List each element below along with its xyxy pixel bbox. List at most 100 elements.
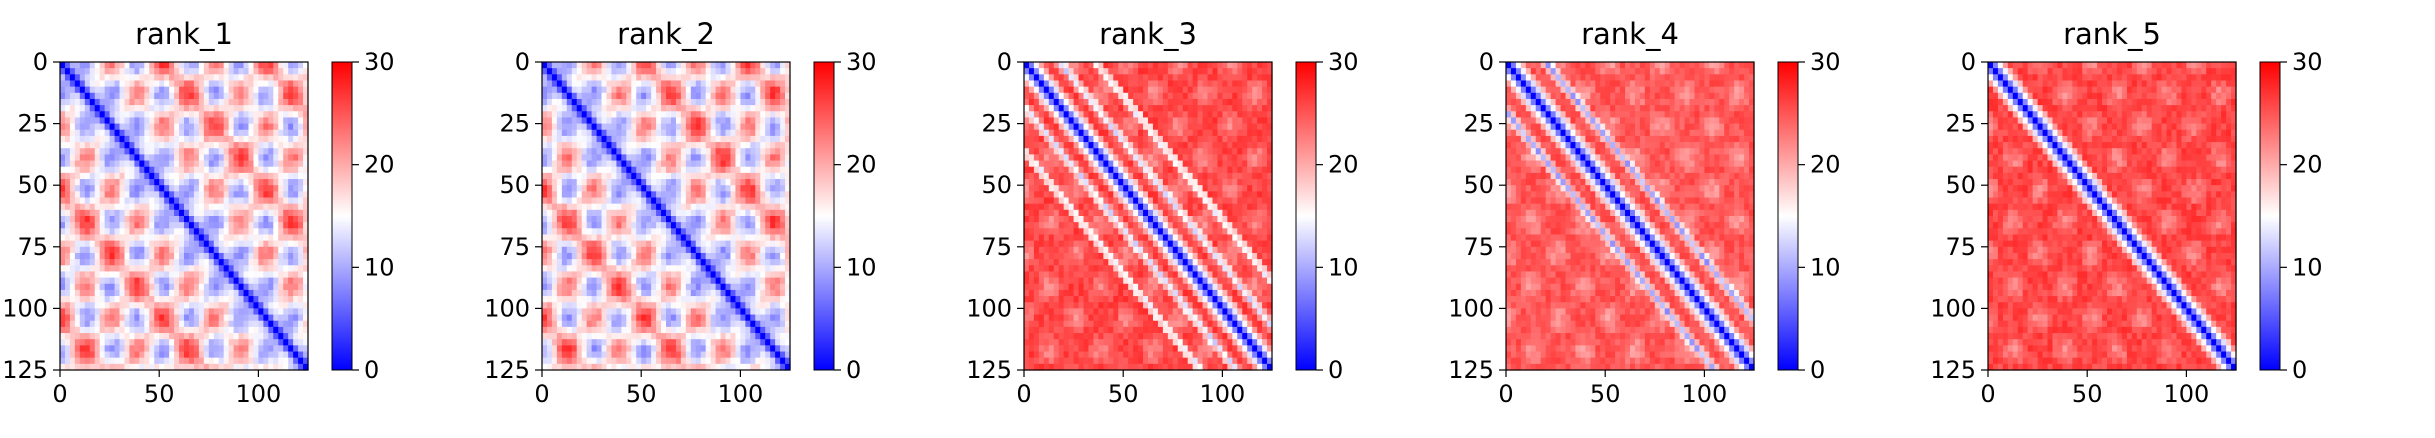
heatmap-cell	[680, 154, 687, 162]
heatmap-cell	[184, 142, 190, 149]
heatmap-cell	[680, 216, 687, 223]
heatmap-cell	[74, 197, 81, 205]
heatmap-cell	[159, 98, 165, 106]
heatmap-cell	[218, 142, 225, 149]
heatmap-cell	[208, 265, 215, 273]
heatmap-cell	[566, 339, 573, 346]
heatmap-cell	[740, 228, 746, 236]
heatmap-cell	[99, 203, 106, 211]
heatmap-cell	[785, 197, 791, 205]
heatmap-cell	[228, 296, 235, 303]
heatmap-cell	[198, 246, 205, 254]
heatmap-cell	[174, 154, 180, 162]
heatmap-cell	[164, 351, 170, 359]
heatmap-cell	[765, 314, 771, 322]
heatmap-cell	[248, 240, 255, 248]
heatmap-cell	[626, 240, 632, 248]
heatmap-cell	[89, 123, 96, 131]
heatmap-cell	[656, 320, 662, 328]
heatmap-cell	[755, 302, 761, 309]
heatmap-cell	[666, 302, 672, 309]
heatmap-cell	[154, 92, 160, 100]
heatmap-cell	[198, 74, 205, 82]
heatmap-cell	[680, 271, 687, 279]
heatmap-cell	[685, 216, 692, 223]
heatmap-cell	[621, 240, 627, 248]
heatmap-cell	[661, 246, 667, 254]
heatmap-cell	[198, 296, 205, 303]
heatmap-cell	[730, 252, 737, 260]
heatmap-cell	[69, 135, 76, 143]
heatmap-cell	[99, 252, 106, 260]
heatmap-cell	[680, 92, 687, 100]
heatmap-cell	[780, 357, 786, 365]
heatmap-cell	[566, 326, 573, 334]
heatmap-cell	[84, 142, 91, 149]
heatmap-cell	[670, 252, 677, 260]
heatmap-cell	[581, 240, 588, 248]
heatmap-cell	[715, 326, 722, 334]
heatmap-cell	[169, 289, 175, 297]
heatmap-cell	[129, 228, 135, 236]
heatmap-cell	[581, 283, 588, 291]
heatmap-cell	[129, 216, 135, 223]
heatmap-cell	[293, 154, 299, 162]
heatmap-cell	[99, 154, 106, 162]
heatmap-cell	[179, 160, 185, 168]
heatmap-cell	[542, 302, 548, 309]
heatmap-cell	[89, 154, 96, 162]
heatmap-cell	[596, 234, 603, 242]
heatmap-cell	[129, 185, 135, 192]
heatmap-cell	[303, 252, 309, 260]
heatmap-cell	[144, 222, 150, 229]
heatmap-cell	[636, 320, 642, 328]
heatmap-cell	[646, 277, 652, 285]
heatmap-cell	[149, 148, 155, 155]
heatmap-cell	[134, 123, 140, 131]
heatmap-cell	[571, 142, 578, 149]
heatmap-cell	[621, 80, 627, 88]
heatmap-cell	[238, 62, 245, 69]
heatmap-cell	[596, 222, 603, 229]
heatmap-cell	[715, 314, 722, 322]
heatmap-cell	[666, 74, 672, 82]
heatmap-cell	[556, 222, 563, 229]
heatmap-cell	[556, 234, 563, 242]
heatmap-cell	[84, 185, 91, 192]
heatmap-cell	[213, 283, 220, 291]
heatmap-cell	[566, 271, 573, 279]
heatmap-cell	[258, 160, 264, 168]
heatmap-cell	[576, 80, 583, 88]
heatmap-cell	[303, 148, 309, 155]
heatmap-cell	[710, 117, 717, 125]
heatmap-cell	[666, 259, 672, 266]
heatmap-cell	[60, 351, 66, 359]
heatmap-cell	[198, 105, 205, 112]
heatmap-cell	[129, 172, 135, 180]
heatmap-cell	[233, 357, 240, 365]
heatmap-cell	[144, 259, 150, 266]
heatmap-cell	[134, 142, 140, 149]
heatmap-cell	[631, 68, 637, 75]
heatmap-cell	[546, 339, 553, 346]
heatmap-cell	[258, 326, 264, 334]
heatmap-cell	[238, 197, 245, 205]
heatmap-cell	[656, 62, 662, 69]
heatmap-cell	[750, 326, 756, 334]
heatmap-cell	[705, 98, 712, 106]
heatmap-cell	[636, 142, 642, 149]
heatmap-cell	[273, 135, 279, 143]
heatmap-cell	[586, 160, 593, 168]
heatmap-cell	[223, 240, 230, 248]
heatmap-cell	[129, 160, 135, 168]
heatmap-cell	[69, 166, 76, 174]
heatmap-cell	[243, 351, 250, 359]
heatmap-cell	[715, 277, 722, 285]
heatmap-cell	[641, 234, 647, 242]
heatmap-cell	[164, 105, 170, 112]
heatmap-cell	[626, 339, 632, 346]
heatmap-cell	[596, 111, 603, 119]
heatmap-cell	[179, 62, 185, 69]
heatmap-cell	[616, 308, 622, 316]
